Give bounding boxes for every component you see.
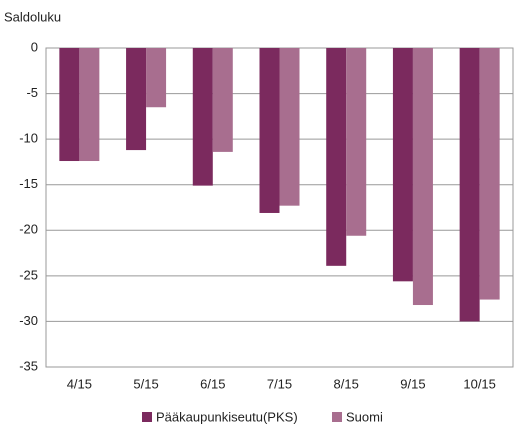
y-tick-label: -30 <box>19 313 38 328</box>
bar <box>192 48 213 186</box>
bar <box>79 48 100 162</box>
legend-label: Suomi <box>346 409 383 424</box>
y-tick-label: 0 <box>31 39 38 54</box>
x-tick-label: 8/15 <box>334 376 359 391</box>
x-tick-label: 10/15 <box>463 376 496 391</box>
bar <box>412 48 433 306</box>
bar <box>279 48 300 206</box>
y-tick-label: -35 <box>19 358 38 373</box>
legend-label: Pääkaupunkiseutu(PKS) <box>156 409 298 424</box>
bar <box>146 48 167 108</box>
bar <box>479 48 500 300</box>
y-axis-label: Saldoluku <box>4 9 61 24</box>
legend-swatch <box>332 412 342 422</box>
legend-swatch <box>142 412 152 422</box>
bar <box>326 48 347 266</box>
bar <box>59 48 80 162</box>
bar <box>392 48 413 282</box>
bar <box>346 48 367 236</box>
x-tick-label: 7/15 <box>267 376 292 391</box>
y-tick-label: -5 <box>26 85 38 100</box>
y-tick-label: -10 <box>19 131 38 146</box>
bar <box>459 48 480 322</box>
bar <box>259 48 280 213</box>
y-tick-label: -15 <box>19 176 38 191</box>
x-tick-label: 9/15 <box>400 376 425 391</box>
bar <box>126 48 147 151</box>
x-tick-label: 6/15 <box>200 376 225 391</box>
y-tick-label: -25 <box>19 267 38 282</box>
y-tick-label: -20 <box>19 222 38 237</box>
bar <box>212 48 233 152</box>
x-tick-label: 5/15 <box>133 376 158 391</box>
x-tick-label: 4/15 <box>67 376 92 391</box>
